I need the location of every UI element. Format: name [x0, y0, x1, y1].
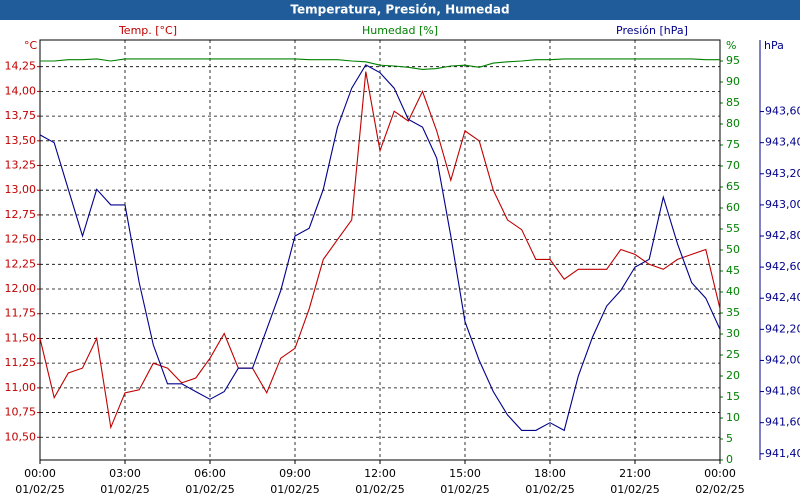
chart-title: Temperatura, Presión, Humedad [290, 3, 509, 17]
y2-tick-label: 95 [726, 54, 740, 67]
y3-tick-label: 942,20 [765, 322, 800, 335]
y2-tick-label: 10 [726, 411, 740, 424]
y3-tick-label: 942,60 [765, 260, 800, 273]
legend-pressure: Presión [hPa] [616, 24, 688, 37]
y2-tick-label: 20 [726, 369, 740, 382]
x-tick-date: 01/02/25 [15, 483, 64, 496]
y-tick-label: 12,25 [5, 257, 37, 270]
y-tick-label: 11,00 [5, 381, 37, 394]
x-tick-label: 15:00 [449, 467, 481, 480]
series-line [40, 58, 720, 70]
y2-tick-label: 70 [726, 159, 740, 172]
y3-tick-label: 942,80 [765, 229, 800, 242]
legend-temp: Temp. [°C] [118, 24, 177, 37]
y2-tick-label: 35 [726, 306, 740, 319]
y2-tick-label: 80 [726, 117, 740, 130]
x-tick-label: 18:00 [534, 467, 566, 480]
y2-tick-label: 55 [726, 222, 740, 235]
y3-tick-label: 941,40 [765, 447, 800, 460]
plot-frame [39, 39, 721, 461]
y2-tick-label: 60 [726, 201, 740, 214]
y3-tick-label: 942,00 [765, 353, 800, 366]
y-tick-label: 12,50 [5, 233, 37, 246]
x-tick-label: 00:00 [24, 467, 56, 480]
y2-unit: % [726, 39, 736, 52]
y2-tick-label: 90 [726, 75, 740, 88]
x-tick-label: 00:00 [704, 467, 736, 480]
x-tick-date: 01/02/25 [525, 483, 574, 496]
y3-tick-label: 943,40 [765, 136, 800, 149]
y-tick-label: 10,75 [5, 406, 37, 419]
x-tick-date: 02/02/25 [695, 483, 744, 496]
x-tick-label: 21:00 [619, 467, 651, 480]
y-tick-label: 13,50 [5, 134, 37, 147]
y3-tick-label: 941,60 [765, 416, 800, 429]
y-tick-label: 10,50 [5, 430, 37, 443]
y-tick-label: 13,75 [5, 109, 37, 122]
y-unit: °C [24, 39, 38, 52]
y-tick-label: 14,25 [5, 60, 37, 73]
y-tick-label: 11,25 [5, 356, 37, 369]
y3-tick-label: 943,60 [765, 105, 800, 118]
y-tick-label: 13,00 [5, 183, 37, 196]
legend-humidity: Humedad [%] [362, 24, 438, 37]
y-tick-label: 11,75 [5, 307, 37, 320]
y3-unit: hPa [764, 39, 784, 52]
y2-tick-label: 15 [726, 390, 740, 403]
y2-tick-label: 30 [726, 327, 740, 340]
y2-tick-label: 5 [726, 432, 733, 445]
title-bar [0, 0, 800, 20]
y3-tick-label: 943,20 [765, 167, 800, 180]
y-tick-label: 13,25 [5, 159, 37, 172]
y2-tick-label: 85 [726, 96, 740, 109]
x-tick-date: 01/02/25 [440, 483, 489, 496]
x-tick-date: 01/02/25 [270, 483, 319, 496]
y2-tick-label: 0 [726, 453, 733, 466]
x-tick-date: 01/02/25 [355, 483, 404, 496]
y2-tick-label: 75 [726, 138, 740, 151]
x-tick-label: 09:00 [279, 467, 311, 480]
series-line [39, 64, 721, 432]
y3-tick-label: 941,80 [765, 385, 800, 398]
y3-tick-label: 943,00 [765, 198, 800, 211]
x-tick-date: 01/02/25 [100, 483, 149, 496]
y2-tick-label: 45 [726, 264, 740, 277]
y2-tick-label: 40 [726, 285, 740, 298]
series-line [39, 71, 721, 430]
y-tick-label: 14,00 [5, 84, 37, 97]
y-tick-label: 12,75 [5, 208, 37, 221]
y2-tick-label: 50 [726, 243, 740, 256]
y3-tick-label: 942,40 [765, 291, 800, 304]
x-tick-label: 12:00 [364, 467, 396, 480]
y-tick-label: 11,50 [5, 331, 37, 344]
y2-tick-label: 65 [726, 180, 740, 193]
x-tick-date: 01/02/25 [610, 483, 659, 496]
x-tick-date: 01/02/25 [185, 483, 234, 496]
x-tick-label: 03:00 [109, 467, 141, 480]
x-tick-label: 06:00 [194, 467, 226, 480]
y2-tick-label: 25 [726, 348, 740, 361]
y-tick-label: 12,00 [5, 282, 37, 295]
